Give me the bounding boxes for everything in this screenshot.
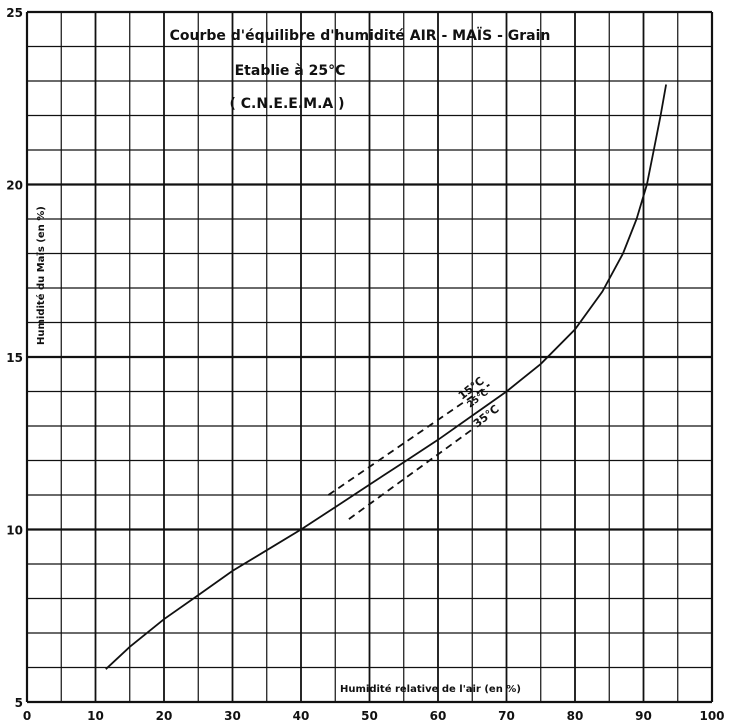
x-axis-label: Humidité relative de l'air (en %): [340, 683, 521, 695]
x-tick-label: 40: [293, 709, 310, 723]
x-tick-label: 50: [361, 709, 378, 723]
y-tick-label: 10: [6, 524, 23, 538]
x-tick-label: 100: [699, 709, 724, 723]
y-axis-label: Humidité du Maïs (en %): [35, 206, 47, 345]
y-tick-label: 20: [6, 179, 23, 193]
chart-title-line3: ( C.N.E.E.M.A ): [229, 96, 344, 112]
curve-35c: [348, 428, 473, 520]
x-tick-label: 70: [498, 709, 515, 723]
curve-25c: [105, 84, 667, 670]
chart-title-line2: Etablie à 25°C: [235, 63, 346, 79]
curve-15c: [327, 383, 490, 496]
x-tick-label: 10: [87, 709, 104, 723]
x-tick-label: 60: [430, 709, 447, 723]
y-tick-label: 25: [6, 6, 23, 20]
tick-labels: 0 10 20 30 40 50 60 70 80 90 100 5 10 15 20 25: [6, 6, 724, 723]
chart-title-line1: Courbe d'équilibre d'humidité AIR - MAÏS…: [170, 27, 551, 44]
x-tick-label: 90: [635, 709, 652, 723]
x-tick-label: 0: [23, 709, 31, 723]
grid: [25, 10, 714, 704]
x-tick-label: 80: [567, 709, 584, 723]
x-tick-label: 30: [224, 709, 241, 723]
x-tick-label: 20: [156, 709, 173, 723]
y-tick-label: 15: [6, 351, 23, 365]
y-tick-label: 5: [15, 696, 23, 710]
series: [105, 84, 667, 670]
